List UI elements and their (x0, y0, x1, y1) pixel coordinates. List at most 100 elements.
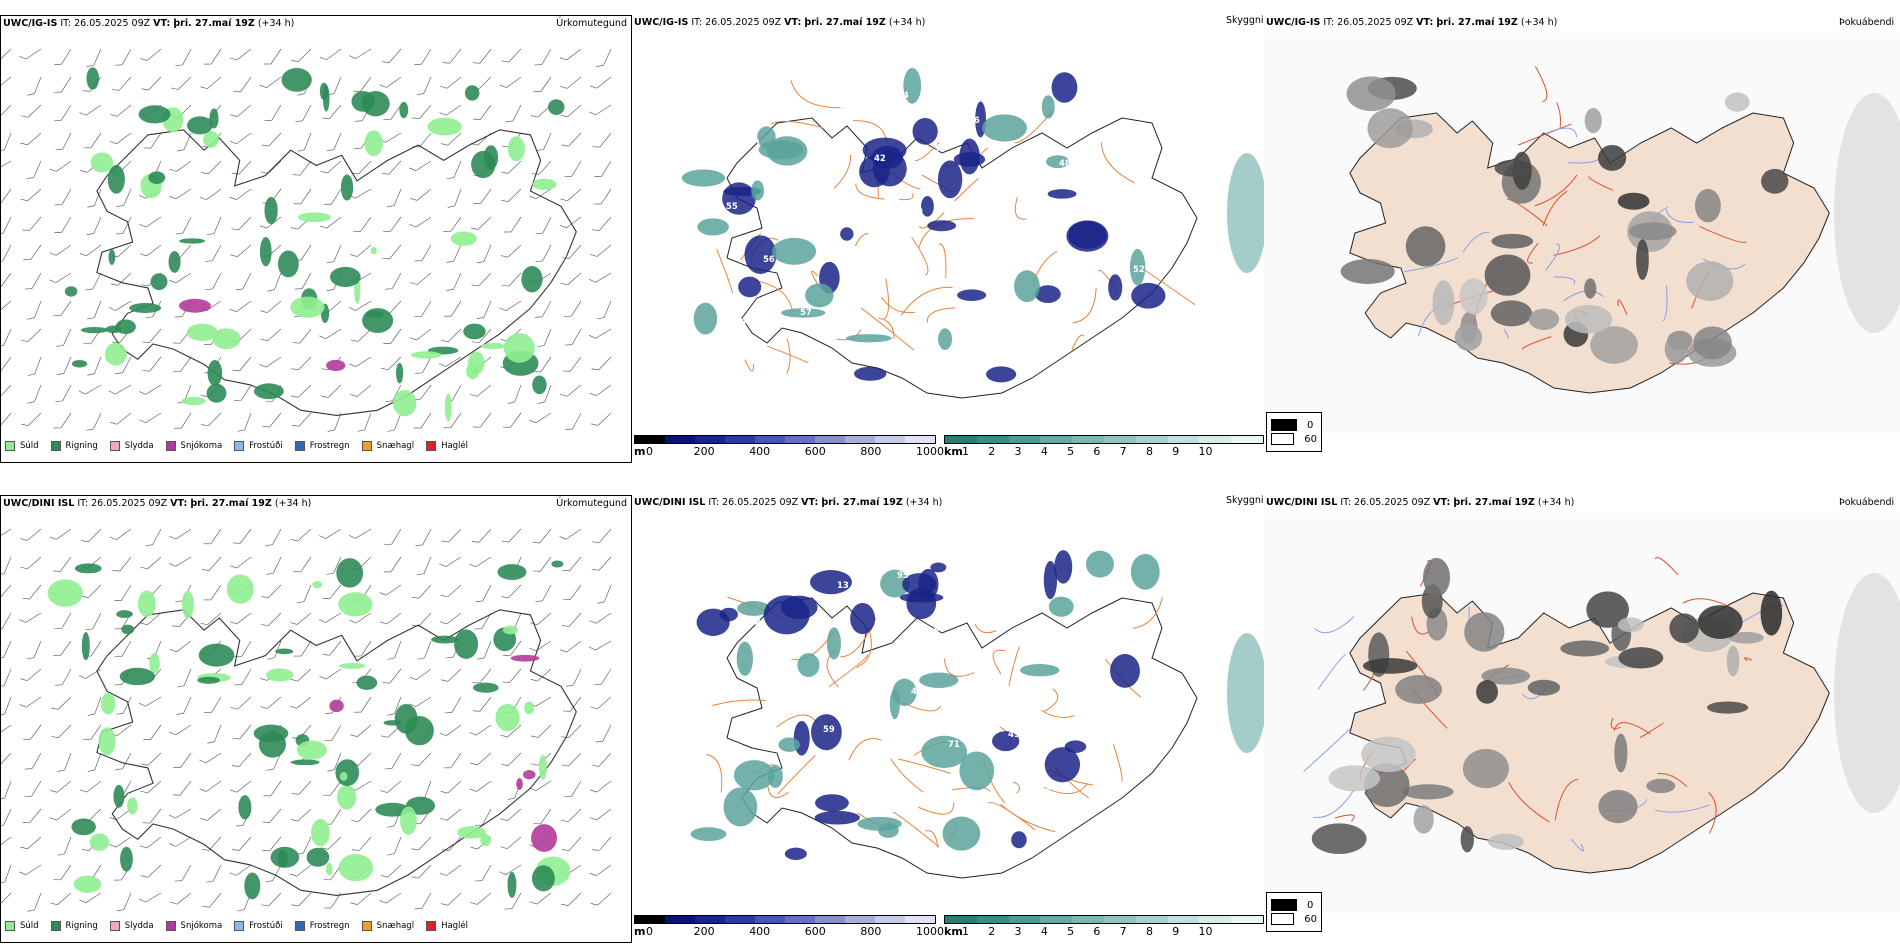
road (893, 811, 940, 848)
cloud-cell (1034, 285, 1061, 304)
cloud-base-label: 10 (726, 682, 738, 692)
precip-cell (74, 563, 102, 574)
vis-tick-label: 3 (1014, 445, 1022, 458)
wind-barb (469, 556, 492, 568)
wind-barb (293, 188, 312, 205)
wind-barb (81, 584, 102, 598)
fog-cell (1697, 605, 1743, 639)
wind-barb (561, 752, 582, 767)
wind-barb (139, 412, 162, 424)
wind-barb (444, 300, 462, 317)
precip-cell (186, 323, 218, 342)
fog-map-bottom (1264, 513, 1900, 913)
cloud-base-label: 41 (786, 192, 798, 202)
precip-cell (394, 704, 418, 734)
precip-cell (399, 101, 409, 119)
cloud-cell (811, 714, 842, 751)
wind-barb (266, 556, 282, 575)
fog-cell (1340, 258, 1395, 285)
wind-barb (22, 216, 42, 232)
wind-barb (499, 300, 522, 312)
wind-barb (561, 724, 582, 739)
wind-barb (477, 640, 492, 660)
wind-barb (353, 216, 372, 232)
wind-barb (54, 76, 72, 93)
wind-barb (563, 584, 582, 600)
wind-barb (351, 836, 372, 851)
precip-cell (507, 871, 517, 898)
wind-barb (589, 808, 612, 821)
precip-cell (71, 818, 96, 836)
cloud-cell (733, 760, 775, 791)
wind-barb (499, 76, 522, 88)
fog-index-label-bottom: Þokuábendi (1839, 497, 1895, 508)
vis-tick-label: 5 (1067, 925, 1075, 938)
vis-tick-label: 9 (1172, 925, 1180, 938)
colorbar-segment (695, 436, 725, 443)
wind-barb (116, 696, 132, 715)
wind-barb (537, 384, 552, 404)
wind-barb (351, 808, 372, 823)
precip-cell (339, 771, 348, 781)
wind-barb (561, 808, 582, 822)
road (770, 120, 823, 129)
wind-barb (293, 556, 312, 573)
wind-barb (499, 864, 522, 875)
wind-barb (175, 48, 192, 67)
legend-item: Súld (5, 921, 39, 931)
cloud-cell (912, 118, 938, 145)
wind-barb (290, 668, 312, 682)
wind-barb (50, 696, 72, 710)
precip-cell (311, 818, 330, 847)
wind-barb (475, 584, 492, 603)
precip-cell (277, 250, 299, 278)
wind-barb (79, 104, 102, 116)
vis-tick-label: 1 (962, 925, 969, 938)
wind-barb (413, 412, 432, 429)
wind-barb (322, 104, 342, 120)
wind-barb (292, 160, 312, 176)
road (1112, 744, 1123, 782)
cloud-map: 84 51 41 48 62 54 51 44 49 66 59 58 55 56 57 40 42 40 65 76… (681, 67, 1264, 399)
vis-tick-label: 4 (1040, 925, 1048, 938)
precip-cell (335, 759, 360, 787)
wind-barb (319, 48, 342, 60)
precip-cell (108, 249, 116, 265)
cloud-base-label: 66 (860, 778, 872, 788)
ceiling-colorbar (634, 435, 936, 444)
wind-barb (18, 612, 42, 623)
precip-cell (483, 145, 499, 170)
wind-barb (229, 132, 252, 145)
wind-barb (350, 892, 372, 905)
precip-cell (116, 610, 133, 619)
cloud-title: UWC/IG-IS IT: 26.05.2025 09Z VT: þri. 27… (634, 17, 926, 28)
wind-barb (349, 48, 372, 59)
wind-barb (114, 640, 132, 658)
wind-barb (83, 132, 102, 149)
road (926, 307, 956, 323)
wind-barb (56, 328, 72, 347)
cloud-base-label: 40 (837, 101, 849, 111)
wind-barb (109, 836, 132, 848)
cloud-base-label: 51 (934, 144, 946, 154)
wind-barb (115, 752, 132, 770)
road-river (1303, 727, 1352, 773)
cloud-map-bottom: 60 58 40 59 66 95 60 53 49 37 49 39 10 74 71 13 49 40 71 65… (690, 550, 1264, 879)
cloud-cell (921, 735, 968, 768)
fog-legend-label: 0 (1307, 419, 1314, 431)
fog-cell (1728, 631, 1764, 644)
cloud-panel-bottom: UWC/DINI ISL IT: 26.05.2025 09Z VT: þri.… (632, 495, 1264, 943)
road-river (1542, 190, 1568, 227)
road-river (1744, 657, 1753, 662)
colorbar-segment (815, 916, 845, 923)
wind-barb (232, 356, 252, 372)
road (790, 80, 842, 109)
legend-label: Slydda (124, 441, 154, 451)
precip-panel-bottom: UWC/DINI ISL IT: 26.05.2025 09Z VT: þri.… (0, 495, 632, 943)
wind-barb (1, 892, 12, 907)
road (854, 233, 869, 247)
wind-barb (115, 216, 132, 235)
legend-label: Snæhagl (376, 921, 415, 931)
road-river (1699, 225, 1747, 243)
road (898, 758, 951, 774)
